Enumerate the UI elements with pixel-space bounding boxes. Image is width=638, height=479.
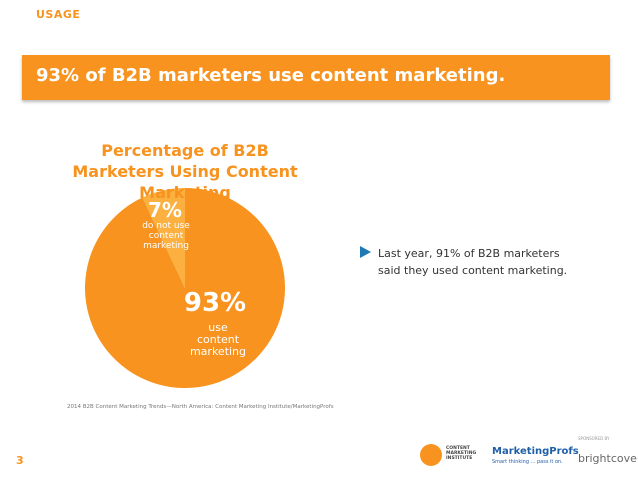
page-number: 3 [16,454,24,467]
headline-banner: 93% of B2B marketers use content marketi… [22,55,610,100]
mp-tagline: Smart thinking ... pass it on. [492,459,563,465]
mp-logo: MarketingProfs [492,446,579,457]
slice-category-label: do not use content marketing [142,221,190,251]
bullet-text: Last year, 91% of B2B marketers said the… [378,247,568,277]
slice-category-label: use content marketing [189,321,247,358]
source: 2014 B2B Content Marketing Trends—North … [67,404,334,410]
cmi-text: CONTENT MARKETING INSTITUTE [446,446,477,461]
section-label: USAGE [36,8,81,21]
headline: 93% of B2B marketers use content marketi… [36,65,506,86]
pie-slice [84,188,285,389]
pie-slice [142,188,185,288]
slice-value-label: 93% [183,288,247,318]
brightcove-logo: brightcove [578,452,637,465]
slice-value-label: 7% [148,198,182,222]
sponsored-label: SPONSORED BY [578,436,610,441]
bullet-arrow [360,246,371,258]
chart-title: Percentage of B2B Marketers Using Conten… [72,141,298,202]
cmi-logo [420,444,442,466]
